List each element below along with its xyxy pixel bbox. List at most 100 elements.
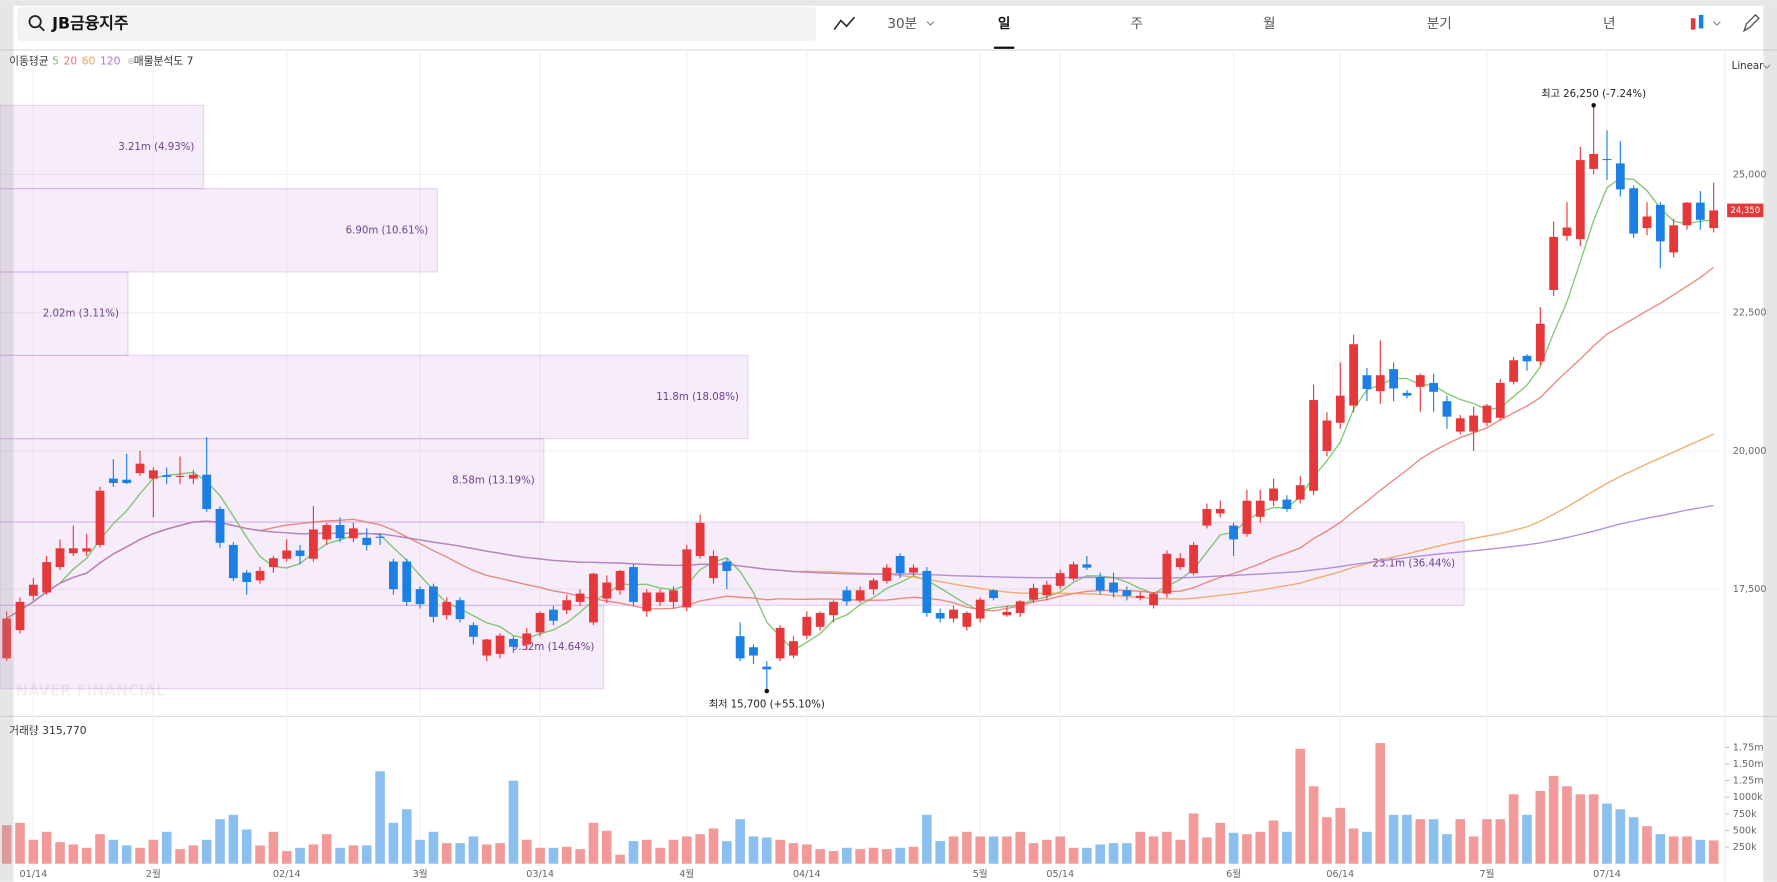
volume-bar	[601, 830, 612, 864]
icon-part	[1690, 18, 1696, 30]
y-tick-label: 22,500	[1733, 308, 1767, 319]
volume-bar	[1015, 831, 1025, 864]
volume-bar	[375, 771, 385, 864]
candle-body	[455, 600, 465, 620]
candle-body	[1482, 405, 1492, 423]
volume-bar	[1162, 831, 1172, 864]
volume-bar	[1562, 786, 1572, 864]
last-price-tag	[1727, 203, 1764, 218]
volume-bar	[1082, 847, 1092, 864]
y-tick-label: 1.75m	[1733, 742, 1764, 753]
volume-bar	[1322, 817, 1332, 864]
candle-body	[989, 590, 998, 599]
candle-body	[1682, 202, 1692, 226]
candle-body	[1562, 227, 1572, 236]
x-tick-label: 5월	[973, 868, 988, 880]
candle-body	[1322, 420, 1332, 451]
volume-bar	[1095, 844, 1106, 864]
candle-body	[1415, 375, 1425, 387]
indicator-icon[interactable]	[833, 16, 856, 31]
volume-bar	[1055, 836, 1066, 864]
period-tab[interactable]: 일	[998, 16, 1011, 32]
volume-bar	[948, 836, 959, 864]
y-tick-label: 750k	[1733, 809, 1757, 820]
candle-body	[1509, 360, 1519, 382]
candle-body	[815, 612, 825, 627]
volume-profile-label: 2.02m (3.11%)	[43, 309, 119, 320]
frame-left	[0, 0, 14, 882]
candle-body	[82, 548, 92, 552]
y-tick-label: 1.50m	[1733, 759, 1764, 770]
moving-average-line	[6, 504, 1714, 620]
ma-legend: 5 20 60 120 ⊗	[52, 54, 135, 67]
candle-body	[15, 601, 25, 631]
volume-bar	[1028, 843, 1039, 864]
chart-type-icon[interactable]	[1690, 14, 1721, 30]
volume-bar	[228, 814, 239, 864]
volume-bar	[1482, 819, 1492, 864]
volume-bar	[268, 831, 279, 864]
volume-bar	[561, 846, 572, 864]
candle-body	[429, 586, 438, 617]
candle-body	[1389, 369, 1399, 389]
candle-body	[1522, 355, 1532, 362]
candle-body	[282, 550, 292, 559]
x-tick-label: 02/14	[273, 869, 301, 880]
volume-bar	[1628, 817, 1639, 864]
period-tab[interactable]: 년	[1603, 16, 1616, 32]
candle-body	[682, 549, 692, 608]
volume-profile-legend: 매물분석도 7	[134, 54, 194, 67]
volume-bar	[828, 851, 839, 864]
plot-layer: 01/14 2월 02/14 3월 03/14 4월 04/14 5월 05/14 6월 06/14…	[0, 50, 1766, 880]
candle-body	[949, 609, 958, 619]
volume-bar	[1175, 839, 1186, 864]
scale-mode[interactable]: Linear	[1732, 61, 1764, 72]
volume-bar	[1295, 748, 1306, 864]
volume-bar	[1708, 840, 1719, 864]
candle-body	[1002, 611, 1012, 616]
volume-bar	[735, 819, 745, 864]
candle-body	[255, 570, 265, 581]
search-text[interactable]: JB금융지주	[51, 13, 129, 32]
volume-bar	[1335, 807, 1346, 864]
candle-body	[602, 582, 612, 599]
volume-bar	[361, 845, 372, 864]
volume-profile-label: 6.90m (10.61%)	[346, 225, 429, 236]
candle-body	[68, 548, 78, 554]
candle-body	[1055, 573, 1065, 586]
volume-legend: 거래량 315,770	[9, 724, 87, 737]
candle-body	[308, 529, 318, 559]
draw-icon[interactable]	[1742, 13, 1760, 33]
volume-bar	[1682, 836, 1692, 864]
candle-body	[575, 593, 585, 602]
candle-body	[268, 558, 278, 568]
search-box[interactable]	[16, 6, 816, 41]
volume-bar	[1455, 819, 1466, 864]
candle-body	[375, 536, 385, 538]
volume-bar	[1122, 843, 1132, 864]
candle-body	[402, 561, 412, 602]
candle-body	[188, 474, 198, 479]
candle-body	[1242, 500, 1252, 534]
period-tab[interactable]: 주	[1130, 16, 1143, 32]
period-tab[interactable]: 30분	[887, 16, 917, 32]
candle-body	[935, 612, 945, 619]
volume-profile-bar	[0, 271, 129, 356]
volume-bar	[1642, 826, 1652, 864]
period-tab[interactable]: 월	[1263, 16, 1275, 32]
y-tick-label: 20,000	[1733, 446, 1767, 457]
x-tick-label: 05/14	[1046, 869, 1074, 880]
period-tab[interactable]: 분기	[1427, 16, 1452, 32]
volume-bar	[1402, 814, 1412, 864]
volume-bar	[855, 849, 865, 864]
volume-bar	[1, 825, 12, 864]
volume-bar	[1575, 794, 1586, 864]
x-tick-label: 04/14	[793, 869, 821, 880]
volume-bar	[708, 828, 719, 864]
candle-body	[335, 525, 345, 539]
volume-bar	[508, 780, 519, 864]
x-tick-label: 07/14	[1593, 869, 1621, 880]
volume-bar	[641, 839, 652, 864]
candle-body	[495, 635, 505, 654]
